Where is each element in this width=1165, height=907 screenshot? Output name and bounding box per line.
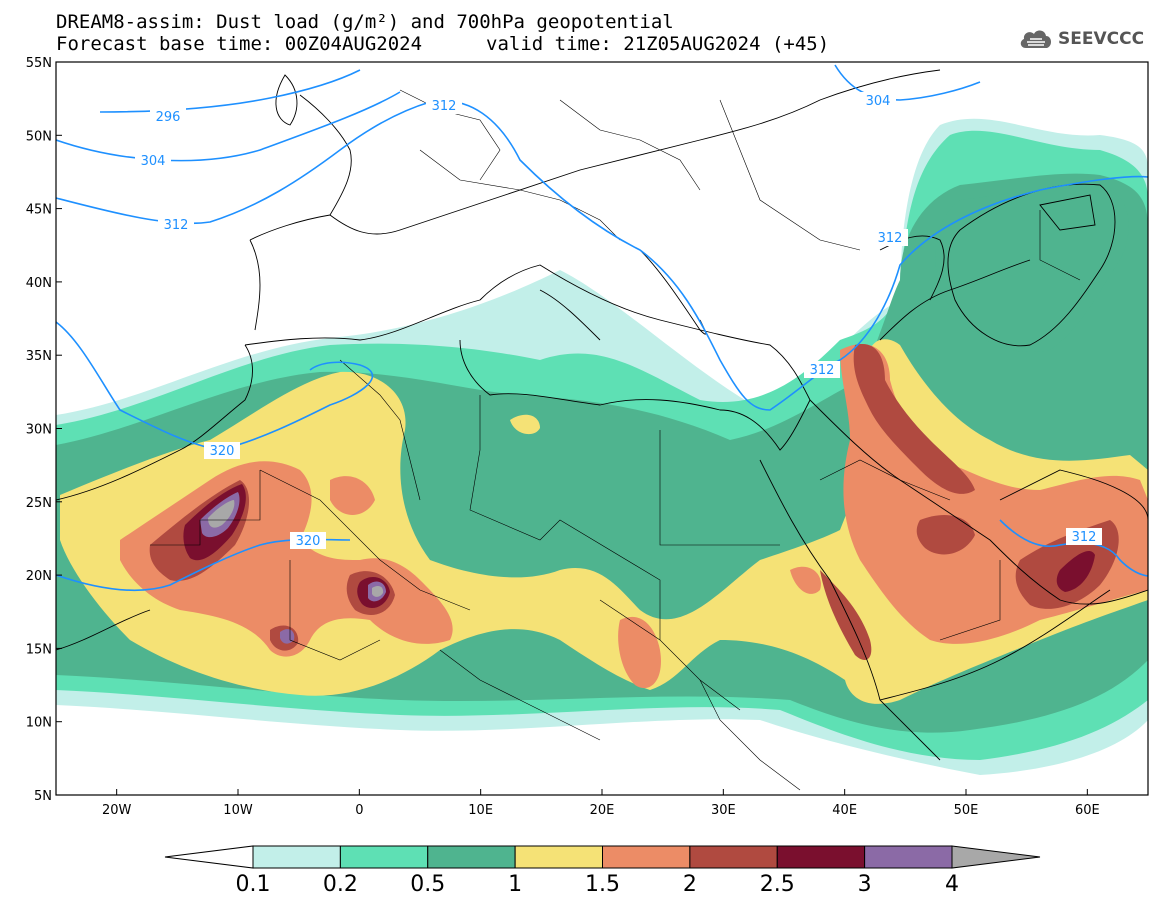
x-tick-label: 20E bbox=[590, 803, 615, 818]
colorbar-swatch bbox=[689, 845, 778, 869]
y-tick-label: 30N bbox=[26, 423, 52, 438]
contour-labels: 296 304 312 312 304 312 312 320 320 312 bbox=[135, 92, 1102, 549]
colorbar-level-label: 0.2 bbox=[322, 872, 358, 897]
colorbar-level-label: 0.5 bbox=[410, 872, 446, 897]
coastlines bbox=[56, 69, 1148, 761]
y-tick-label: 55N bbox=[26, 56, 52, 71]
x-tick-label: 50E bbox=[954, 803, 979, 818]
x-tick-label: 10E bbox=[468, 803, 493, 818]
contour-label-320: 320 bbox=[210, 444, 235, 459]
y-tick-label: 35N bbox=[26, 349, 52, 364]
y-tick-label: 5N bbox=[34, 789, 52, 804]
map-title-line1: DREAM8-assim: Dust load (g/m²) and 700hP… bbox=[56, 11, 674, 33]
contour-label-312: 312 bbox=[1072, 530, 1097, 545]
y-tick-label: 45N bbox=[26, 203, 52, 218]
colorbar-level-label: 2 bbox=[682, 872, 697, 897]
colorbar-swatch bbox=[514, 845, 603, 869]
colorbar-swatch bbox=[427, 845, 516, 869]
y-tick-label: 10N bbox=[26, 716, 52, 731]
x-tick-label: 0 bbox=[355, 803, 363, 818]
y-tick-label: 15N bbox=[26, 642, 52, 657]
contour-label-304: 304 bbox=[866, 94, 891, 109]
colorbar-level-label: 3 bbox=[857, 872, 872, 897]
colorbar-level-label: 1 bbox=[508, 872, 523, 897]
contour-label-312: 312 bbox=[810, 363, 835, 378]
contour-label-312: 312 bbox=[164, 218, 189, 233]
colorbar-level-label: 2.5 bbox=[759, 872, 795, 897]
colorbar-swatch bbox=[864, 845, 953, 869]
x-tick-label: 30E bbox=[711, 803, 736, 818]
colorbar-swatch bbox=[602, 845, 691, 869]
logo-text: SEEVCCC bbox=[1058, 29, 1145, 49]
colorbar-min-triangle bbox=[164, 845, 254, 869]
colorbar-max-triangle bbox=[951, 845, 1041, 869]
x-tick-label: 60E bbox=[1075, 803, 1100, 818]
map-title-line2: Forecast base time: 00Z04AUG2024 valid ti… bbox=[56, 33, 829, 55]
forecast-base-time: Forecast base time: 00Z04AUG2024 bbox=[56, 33, 423, 55]
x-tick-label: 10W bbox=[223, 803, 253, 818]
geopotential-contours bbox=[56, 64, 1148, 591]
contour-label-312: 312 bbox=[878, 231, 903, 246]
x-tick-label: 20W bbox=[102, 803, 132, 818]
contour-label-304: 304 bbox=[141, 154, 166, 169]
colorbar-level-label: 4 bbox=[945, 872, 959, 897]
contour-label-312: 312 bbox=[432, 99, 457, 114]
cloud-logo-icon bbox=[1020, 30, 1052, 48]
y-tick-label: 20N bbox=[26, 569, 52, 584]
contour-label-296: 296 bbox=[156, 110, 181, 125]
y-tick-label: 50N bbox=[26, 129, 52, 144]
x-tick-label: 40E bbox=[832, 803, 857, 818]
colorbar-swatch bbox=[339, 845, 429, 869]
colorbar-swatch bbox=[252, 845, 341, 869]
seevccc-logo: SEEVCCC bbox=[1018, 26, 1144, 52]
colorbar-swatch bbox=[776, 845, 866, 869]
axis-ticks: 20W 10W 0 10E 20E 30E 40E 50E 60E 5N 10N 15N 20N 25N 3… bbox=[26, 56, 1100, 818]
dust-level-4 bbox=[208, 500, 384, 597]
colorbar-level-label: 0.1 bbox=[235, 872, 271, 897]
colorbar-level-label: 1.5 bbox=[585, 872, 620, 897]
valid-time: valid time: 21Z05AUG2024 (+45) bbox=[486, 33, 830, 55]
colorbar bbox=[164, 845, 1041, 869]
y-tick-label: 25N bbox=[26, 496, 52, 511]
contour-label-320: 320 bbox=[296, 534, 321, 549]
country-borders bbox=[150, 89, 1081, 791]
y-tick-label: 40N bbox=[26, 276, 52, 291]
